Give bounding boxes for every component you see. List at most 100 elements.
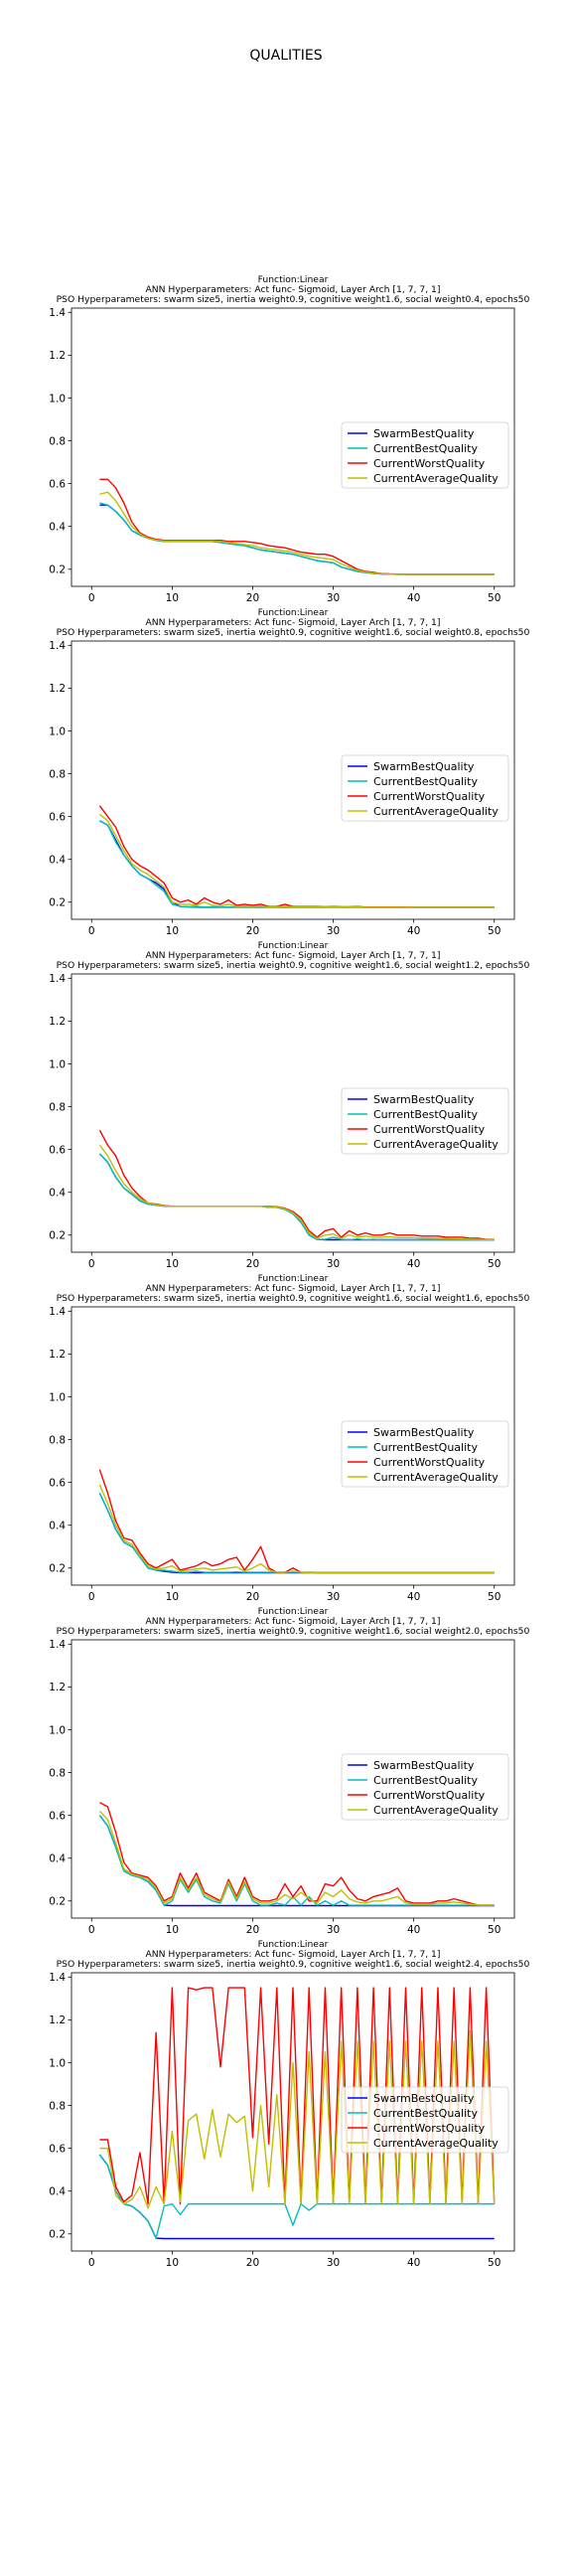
- x-tick-label: 50: [488, 2257, 500, 2269]
- x-tick-label: 10: [166, 925, 179, 937]
- y-tick-label: 1.4: [49, 1639, 66, 1651]
- legend-entry: SwarmBestQuality: [373, 1426, 475, 1439]
- series-line-SwarmBestQuality: [98, 1153, 495, 1241]
- legend-entry: CurrentBestQuality: [373, 1441, 478, 1454]
- chart-3-axes-frame: [71, 973, 515, 1253]
- chart-5-axes-frame: [71, 1639, 515, 1919]
- chart-5-title-line: ANN Hyperparameters: Act func- Sigmoid, …: [145, 1616, 440, 1627]
- chart-4-title-line: PSO Hyperparameters: swarm size5, inerti…: [57, 1293, 530, 1304]
- y-tick-label: 0.4: [49, 854, 66, 866]
- legend-entry: CurrentBestQuality: [373, 775, 478, 788]
- y-tick-label: 0.2: [49, 564, 66, 576]
- series-line-CurrentAverageQuality: [98, 1810, 495, 1906]
- figure-title: QUALITIES: [249, 48, 323, 64]
- x-tick-label: 40: [407, 1258, 420, 1270]
- chart-3-title-line: PSO Hyperparameters: swarm size5, inerti…: [57, 960, 530, 971]
- legend-entry: CurrentWorstQuality: [373, 1789, 486, 1802]
- series-line-CurrentAverageQuality: [99, 491, 495, 575]
- x-tick-label: 20: [246, 1591, 259, 1603]
- y-tick-label: 0.2: [49, 897, 66, 909]
- y-tick-label: 0.4: [49, 521, 66, 533]
- y-tick-label: 1.4: [49, 973, 66, 985]
- y-tick-label: 1.0: [49, 2057, 66, 2069]
- series-line-CurrentBestQuality: [99, 820, 495, 908]
- chart-6-title-line: Function:Linear: [258, 1939, 329, 1950]
- y-tick-label: 0.6: [49, 478, 66, 490]
- x-tick-label: 30: [327, 1591, 340, 1603]
- y-tick-label: 1.2: [49, 1682, 66, 1693]
- x-tick-label: 0: [88, 592, 95, 604]
- x-tick-label: 30: [327, 1924, 340, 1936]
- x-tick-label: 40: [407, 1591, 420, 1603]
- y-tick-label: 0.8: [49, 768, 66, 780]
- chart-4-axes-frame: [71, 1306, 515, 1586]
- x-tick-label: 20: [246, 1258, 259, 1270]
- legend-entry: CurrentAverageQuality: [373, 1804, 499, 1817]
- series-line-CurrentBestQuality: [98, 1815, 495, 1906]
- legend-entry: SwarmBestQuality: [373, 1093, 475, 1106]
- legend-entry: SwarmBestQuality: [373, 1759, 475, 1772]
- legend-entry: SwarmBestQuality: [373, 427, 475, 440]
- legend-entry: CurrentWorstQuality: [373, 1456, 486, 1469]
- y-tick-label: 1.0: [49, 393, 66, 404]
- y-tick-label: 0.2: [49, 2229, 66, 2241]
- chart-4-title-line: Function:Linear: [258, 1273, 329, 1284]
- x-tick-label: 10: [166, 592, 179, 604]
- series-line-SwarmBestQuality: [98, 1493, 495, 1574]
- chart-5-title-line: PSO Hyperparameters: swarm size5, inerti…: [57, 1626, 530, 1637]
- series-line-CurrentWorstQuality: [99, 1802, 495, 1906]
- y-tick-label: 0.2: [49, 1230, 66, 1242]
- y-tick-label: 0.4: [49, 1520, 66, 1531]
- chart-3-title-line: Function:Linear: [258, 940, 329, 951]
- x-tick-label: 0: [88, 2257, 95, 2269]
- y-tick-label: 1.0: [49, 1724, 66, 1736]
- x-tick-label: 20: [246, 925, 259, 937]
- y-tick-label: 0.8: [49, 435, 66, 447]
- chart-1-title-line: PSO Hyperparameters: swarm size5, inerti…: [57, 294, 530, 305]
- series-line-CurrentBestQuality: [98, 1153, 495, 1241]
- series-line-CurrentBestQuality: [99, 502, 495, 575]
- legend-entry: CurrentWorstQuality: [373, 790, 486, 803]
- series-line-CurrentAverageQuality: [98, 813, 495, 908]
- x-tick-label: 30: [327, 1258, 340, 1270]
- x-tick-label: 40: [407, 592, 420, 604]
- x-tick-label: 0: [88, 1258, 95, 1270]
- y-tick-label: 0.4: [49, 1852, 66, 1864]
- legend-entry: CurrentBestQuality: [373, 442, 478, 455]
- legend-box: [341, 1753, 509, 1821]
- x-tick-label: 0: [88, 925, 95, 937]
- legend-entry: CurrentBestQuality: [373, 1108, 478, 1121]
- series-line-CurrentAverageQuality: [98, 1144, 495, 1240]
- y-tick-label: 0.6: [49, 1477, 66, 1489]
- chart-1-title-line: ANN Hyperparameters: Act func- Sigmoid, …: [145, 284, 440, 295]
- legend-box: [341, 754, 509, 822]
- legend-box: [341, 1420, 509, 1488]
- y-tick-label: 1.4: [49, 640, 66, 652]
- chart-2-title-line: PSO Hyperparameters: swarm size5, inerti…: [57, 627, 530, 638]
- y-tick-label: 0.6: [49, 811, 66, 823]
- y-tick-label: 1.0: [49, 725, 66, 737]
- x-tick-label: 40: [407, 925, 420, 937]
- x-tick-label: 20: [246, 592, 259, 604]
- x-tick-label: 50: [488, 1258, 500, 1270]
- x-tick-label: 10: [166, 1258, 179, 1270]
- series-line-CurrentAverageQuality: [98, 1484, 495, 1574]
- y-tick-label: 1.4: [49, 1306, 66, 1318]
- x-tick-label: 40: [407, 2257, 420, 2269]
- legend-entry: CurrentBestQuality: [373, 2107, 478, 2120]
- chart-5-title-line: Function:Linear: [258, 1606, 329, 1617]
- series-line-CurrentBestQuality: [98, 1493, 495, 1574]
- x-tick-label: 50: [488, 1591, 500, 1603]
- chart-3-title-line: ANN Hyperparameters: Act func- Sigmoid, …: [145, 950, 440, 961]
- x-tick-label: 20: [246, 1924, 259, 1936]
- y-tick-label: 1.4: [49, 1972, 66, 1984]
- x-tick-label: 50: [488, 925, 500, 937]
